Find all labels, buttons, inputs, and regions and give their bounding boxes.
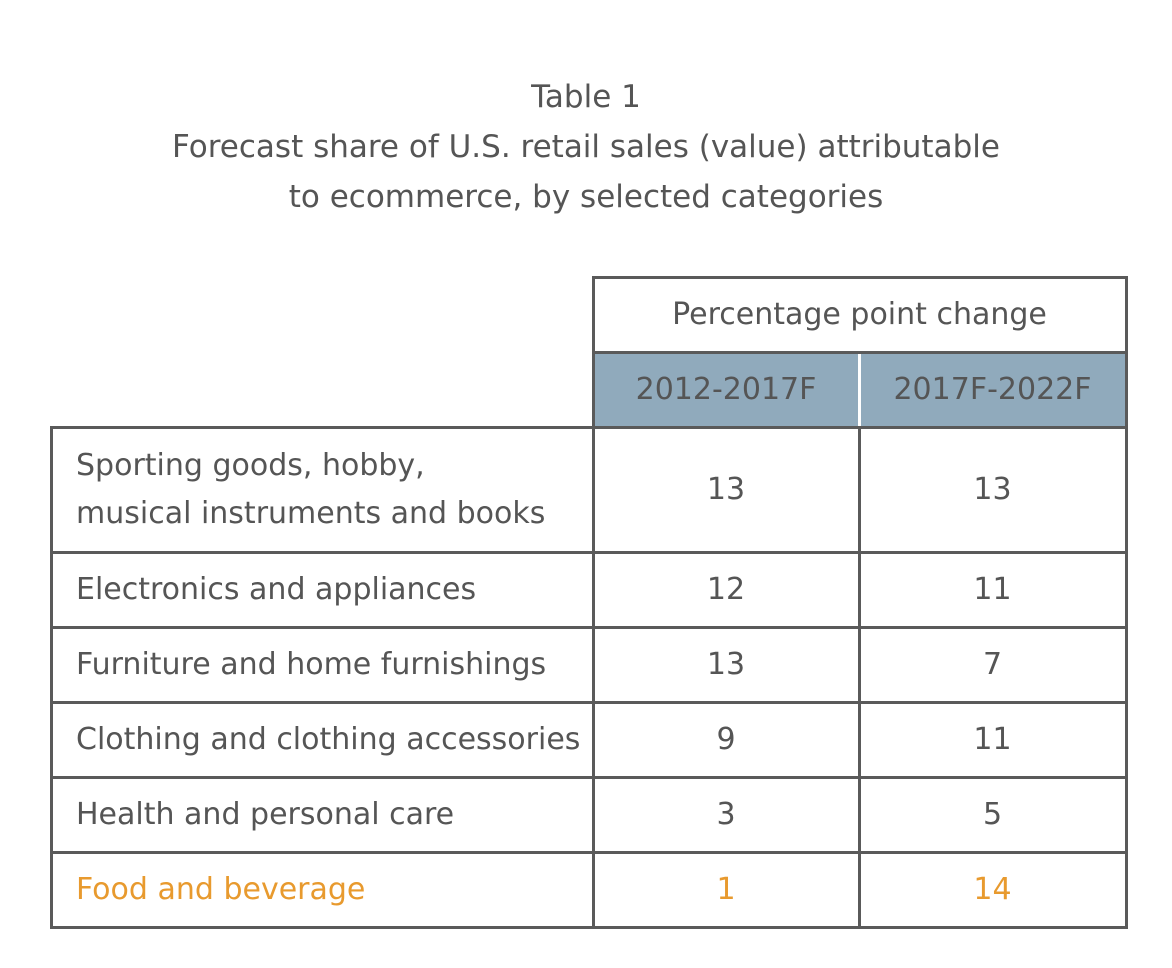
body-bottom-border <box>50 926 1127 929</box>
value-2012-2017f: 12 <box>706 572 746 607</box>
title-line-3: to ecommerce, by selected categories <box>288 179 884 215</box>
row-label: Clothing and clothing accessories <box>51 702 593 777</box>
row-label-text: Clothing and clothing accessories <box>76 716 580 764</box>
row-separator <box>50 551 1127 554</box>
value-2017f-2022f: 7 <box>982 647 1003 682</box>
header-right-border <box>1125 276 1128 427</box>
row-label-line: Electronics and appliances <box>76 571 477 607</box>
row-label-line: Health and personal care <box>76 796 455 832</box>
column-divider-1 <box>592 426 595 929</box>
body-left-border <box>50 426 53 929</box>
value-2012-2017f: 9 <box>716 722 736 757</box>
column-divider-2 <box>858 426 861 929</box>
row-separator <box>50 626 1127 629</box>
row-label: Furniture and home furnishings <box>51 627 593 702</box>
row-label-line: Sporting goods, hobby, <box>76 447 425 483</box>
row-label-line: Clothing and clothing accessories <box>76 721 581 757</box>
value-2017f-2022f: 11 <box>973 572 1012 607</box>
body-top-border <box>50 426 1127 429</box>
group-header-bottom-border <box>593 351 1126 354</box>
value-2017f-2022f: 13 <box>973 472 1012 507</box>
row-label-line: Food and beverage <box>76 871 366 907</box>
row-label: Sporting goods, hobby, musical instrument… <box>51 427 593 552</box>
title-line-1: Table 1 <box>531 79 641 115</box>
value-2012-2017f: 13 <box>706 472 746 507</box>
row-label-text: Furniture and home furnishings <box>76 641 546 689</box>
header-top-border <box>593 276 1128 279</box>
value-2017f-2022f: 11 <box>973 722 1012 757</box>
row-label-text: Food and beverage <box>76 866 365 914</box>
row-label: Food and beverage <box>51 852 593 927</box>
table-title: Table 1 Forecast share of U.S. retail sa… <box>0 72 1172 222</box>
row-separator <box>50 701 1127 704</box>
row-separator <box>50 851 1127 854</box>
value-2017f-2022f: 5 <box>982 797 1003 832</box>
column-header-1: 2012-2017F <box>593 352 859 427</box>
row-label-line: musical instruments and books <box>76 495 546 531</box>
row-label-text: Health and personal care <box>76 791 454 839</box>
title-line-2: Forecast share of U.S. retail sales (val… <box>172 129 1000 165</box>
row-label: Electronics and appliances <box>51 552 593 627</box>
group-header: Percentage point change <box>593 277 1126 352</box>
value-2012-2017f: 1 <box>716 872 736 907</box>
value-2017f-2022f: 14 <box>973 872 1012 907</box>
column-header-2: 2017F-2022F <box>859 352 1126 427</box>
body-right-border <box>1125 426 1128 929</box>
row-label-text: Electronics and appliances <box>76 566 476 614</box>
row-separator <box>50 776 1127 779</box>
row-label-line: Furniture and home furnishings <box>76 646 547 682</box>
value-2012-2017f: 13 <box>706 647 746 682</box>
header-divider <box>858 352 861 427</box>
value-2012-2017f: 3 <box>716 797 736 832</box>
row-label-text: Sporting goods, hobby, musical instrument… <box>76 442 545 538</box>
row-label: Health and personal care <box>51 777 593 852</box>
